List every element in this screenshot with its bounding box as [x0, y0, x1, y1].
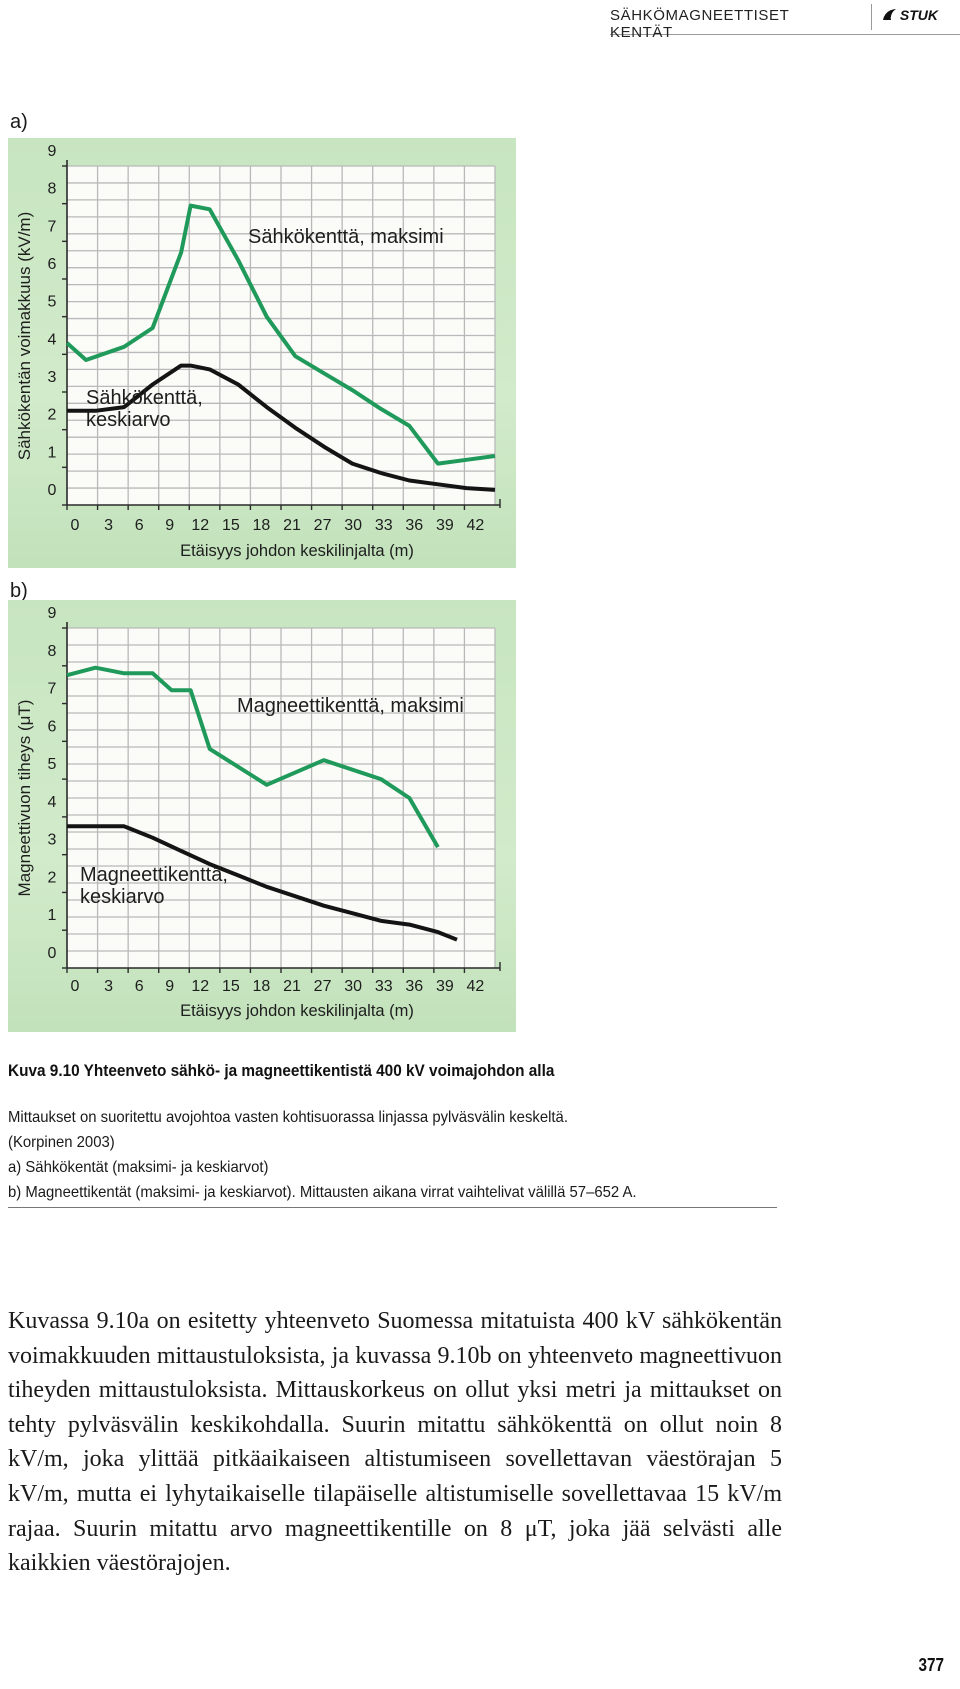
series-label-average: Magneettikenttä, keskiarvo — [80, 864, 228, 908]
x-tick-label: 39 — [436, 517, 454, 534]
y-tick-label: 4 — [48, 331, 57, 348]
page-number: 377 — [918, 1655, 944, 1675]
x-tick-label: 33 — [375, 978, 393, 995]
x-tick-label: 18 — [253, 517, 271, 534]
series-label-average-line-1: Sähkökenttä, — [86, 387, 203, 409]
logo-text: STUK — [899, 7, 938, 23]
y-tick-label: 9 — [48, 143, 57, 160]
x-tick-label: 9 — [165, 978, 174, 995]
page-header: SÄHKÖMAGNEETTISET KENTÄT STUK — [610, 0, 960, 41]
y-tick-label: 8 — [48, 643, 57, 660]
x-axis-label: Etäisyys johdon keskilinjalta (m) — [180, 542, 414, 560]
stuk-logo-icon — [882, 9, 896, 21]
x-tick-label: 15 — [222, 978, 240, 995]
series-line-average — [67, 824, 458, 942]
x-tick-label: 42 — [467, 978, 485, 995]
x-tick-label: 27 — [314, 978, 332, 995]
x-tick-label: 21 — [283, 978, 301, 995]
panel-a-label: a) — [10, 111, 28, 133]
y-tick-label: 3 — [48, 369, 57, 386]
header-divider — [871, 4, 872, 30]
x-tick-label: 36 — [405, 517, 423, 534]
y-tick-label: 6 — [48, 718, 57, 735]
series-line-maximum — [66, 665, 440, 849]
section-title: SÄHKÖMAGNEETTISET KENTÄT — [610, 7, 790, 41]
x-tick-label: 21 — [283, 517, 301, 534]
x-tick-label: 30 — [344, 978, 362, 995]
x-tick-label: 12 — [191, 517, 209, 534]
x-axis-label: Etäisyys johdon keskilinjalta (m) — [180, 1002, 414, 1020]
y-tick-label: 2 — [48, 407, 57, 424]
y-tick-label: 7 — [48, 218, 57, 235]
y-tick-label: 0 — [48, 482, 57, 499]
x-tick-label: 3 — [104, 517, 113, 534]
body-paragraph: Kuvassa 9.10a on esitetty yhteenveto Suo… — [8, 1308, 782, 1577]
series-label-average: Sähkökenttä, keskiarvo — [86, 387, 203, 431]
series-label-average-line-2: keskiarvo — [86, 409, 170, 431]
x-tick-label: 6 — [135, 517, 144, 534]
panel-b-label: b) — [10, 580, 28, 602]
x-tick-label: 42 — [467, 517, 485, 534]
series-label-average-line-2: keskiarvo — [80, 886, 164, 908]
y-tick-label: 6 — [48, 256, 57, 273]
x-tick-label: 12 — [191, 978, 209, 995]
figure-caption-title: Kuva 9.10 Yhteenveto sähkö- ja magneetti… — [8, 1062, 555, 1080]
y-tick-label: 9 — [48, 605, 57, 622]
series-line-maximum — [65, 203, 496, 466]
y-tick-label: 3 — [48, 832, 57, 849]
caption-divider — [8, 1207, 777, 1208]
y-tick-label: 8 — [48, 181, 57, 198]
caption-line-2: (Korpinen 2003) — [8, 1134, 115, 1151]
y-tick-label: 2 — [48, 869, 57, 886]
y-axis-label: Sähkökentän voimakkuus (kV/m) — [15, 212, 34, 461]
x-tick-label: 27 — [314, 517, 332, 534]
x-tick-label: 15 — [222, 517, 240, 534]
caption-line-4: b) Magneettikentät (maksimi- ja keskiarv… — [8, 1184, 637, 1201]
caption-line-3: a) Sähkökentät (maksimi- ja keskiarvot) — [8, 1159, 269, 1176]
x-tick-label: 39 — [436, 978, 454, 995]
x-tick-label: 30 — [344, 517, 362, 534]
y-tick-label: 1 — [48, 907, 57, 924]
x-tick-label: 0 — [71, 517, 80, 534]
y-tick-label: 5 — [48, 756, 57, 773]
x-tick-label: 33 — [375, 517, 393, 534]
y-tick-label: 1 — [48, 444, 57, 461]
y-tick-label: 5 — [48, 294, 57, 311]
x-tick-label: 0 — [71, 978, 80, 995]
x-tick-label: 3 — [104, 978, 113, 995]
stuk-logo: STUK — [882, 7, 938, 23]
x-tick-label: 18 — [253, 978, 271, 995]
x-tick-label: 6 — [135, 978, 144, 995]
caption-line-1: Mittaukset on suoritettu avojohtoa vaste… — [8, 1109, 568, 1126]
x-tick-label: 9 — [165, 517, 174, 534]
series-label-maximum: Magneettikenttä, maksimi — [237, 695, 464, 717]
series-label-average-line-1: Magneettikenttä, — [80, 864, 228, 886]
series-label-maximum: Sähkökenttä, maksimi — [248, 226, 444, 248]
y-axis-label: Magneettivuon tiheys (μT) — [15, 700, 34, 897]
series-line-average — [67, 363, 496, 492]
y-tick-label: 7 — [48, 681, 57, 698]
y-tick-label: 4 — [48, 794, 57, 811]
x-tick-label: 36 — [405, 978, 423, 995]
y-tick-label: 0 — [48, 945, 57, 962]
